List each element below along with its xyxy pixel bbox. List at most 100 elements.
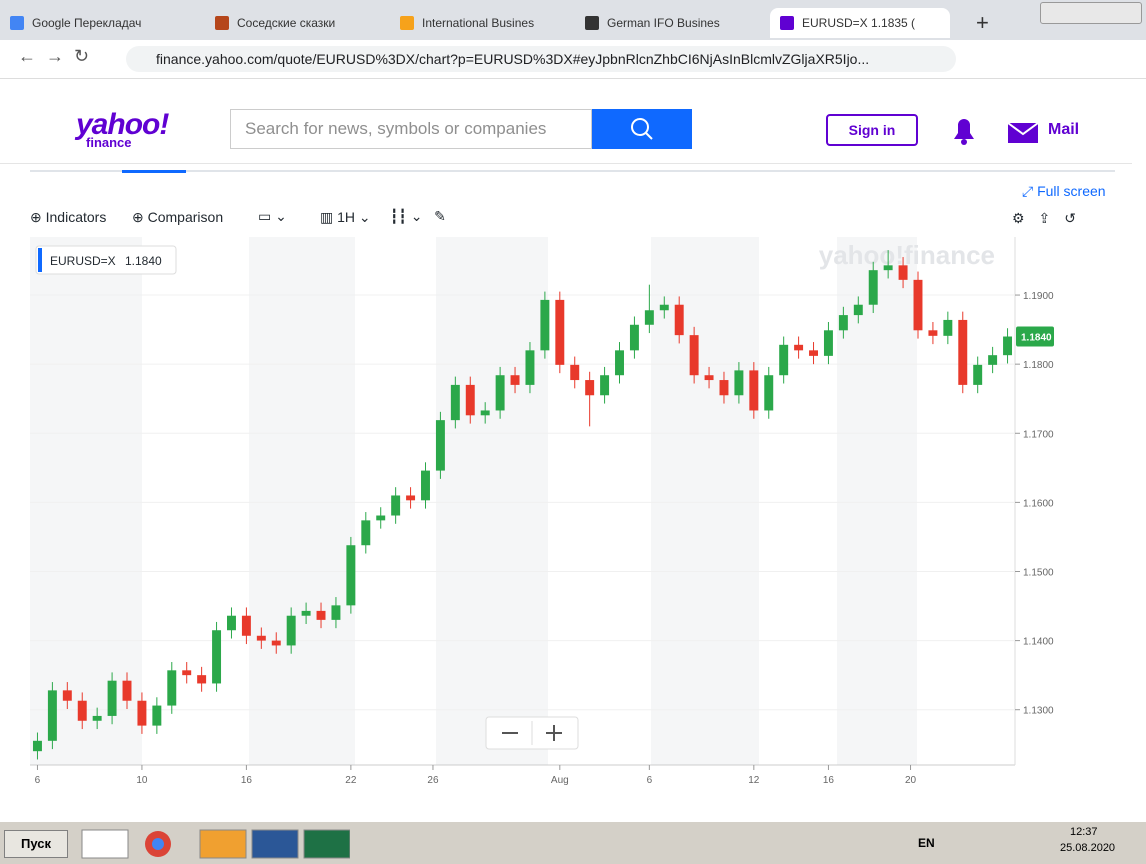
candle-body <box>823 330 833 356</box>
language[interactable]: EN <box>918 836 935 850</box>
mail-link[interactable]: Mail <box>1048 121 1080 138</box>
candle-body <box>122 680 132 701</box>
candle-body <box>898 265 908 280</box>
candle-body <box>958 319 968 385</box>
candle-body <box>480 410 490 416</box>
candle-body <box>1003 336 1013 356</box>
day-band <box>30 237 142 765</box>
candle-body <box>764 375 774 411</box>
x-tick-label: 6 <box>647 775 653 786</box>
url-field[interactable]: finance.yahoo.com/quote/EURUSD%3DX/chart… <box>126 46 956 72</box>
comparison-button[interactable]: ⊕ Comparison <box>132 209 224 225</box>
nav-buttons[interactable]: ← → ↻ <box>18 46 90 66</box>
window-controls[interactable] <box>1040 2 1142 24</box>
candle-body <box>689 335 699 376</box>
date-range[interactable]: ▭ ⌄ <box>258 208 287 224</box>
tab[interactable]: Google Перекладач <box>0 8 180 38</box>
y-tick-label: 1.1500 <box>1023 567 1054 578</box>
tab-underline <box>30 170 1115 173</box>
candle-body <box>794 344 804 351</box>
candle-body <box>644 310 654 325</box>
candle-body <box>629 324 639 351</box>
candle-body <box>495 375 505 411</box>
x-tick-label: 6 <box>35 775 41 786</box>
header-icons[interactable] <box>950 115 1040 147</box>
candle-body <box>540 299 550 351</box>
candle-body <box>585 380 595 396</box>
candle-body <box>674 304 684 336</box>
search-button[interactable] <box>592 109 692 149</box>
logo-sub: finance <box>86 135 132 150</box>
tab-title: Соседские сказки <box>237 16 336 30</box>
full-screen[interactable]: ⤢ Full screen <box>1022 183 1106 199</box>
tab[interactable]: EURUSD=X 1.1835 ( <box>770 8 950 38</box>
candle-body <box>988 355 998 365</box>
candle-body <box>973 364 983 385</box>
candle-body <box>659 304 669 311</box>
tab[interactable]: Соседские сказки <box>205 8 385 38</box>
tab[interactable]: International Busines <box>390 8 570 38</box>
watermark: yahoo!finance <box>819 240 995 270</box>
candle-body <box>331 605 341 620</box>
day-band <box>436 237 548 765</box>
x-tick-label: 10 <box>136 775 148 786</box>
symbol-price: 1.1840 <box>125 254 162 268</box>
tab-title: International Busines <box>422 16 535 30</box>
site-header <box>0 89 1132 164</box>
candle-body <box>734 370 744 396</box>
sign-in-button[interactable]: Sign in <box>826 114 918 146</box>
x-tick-label: 16 <box>823 775 835 786</box>
x-tick-label: 12 <box>748 775 760 786</box>
candle-body <box>465 384 475 416</box>
candle-body <box>167 670 177 706</box>
candle-body <box>421 470 430 501</box>
zoom-controls[interactable] <box>485 716 579 750</box>
candle-body <box>376 515 386 521</box>
candle-body <box>152 705 162 726</box>
comparison-label: Comparison <box>147 209 224 225</box>
last-price-label: 1.1840 <box>1021 333 1052 344</box>
candle-body <box>32 740 42 752</box>
candle-body <box>286 615 296 646</box>
candle-body <box>868 270 878 305</box>
clock-time: 12:37 <box>1070 826 1098 838</box>
candle-body <box>256 635 266 641</box>
tab-title: EURUSD=X 1.1835 ( <box>802 16 916 30</box>
candle-body <box>704 375 714 381</box>
day-band <box>249 237 355 765</box>
chart-type[interactable]: ┇┇ ⌄ ✎ <box>390 208 446 224</box>
logo[interactable]: yahoo! <box>76 108 169 141</box>
chart-actions[interactable]: ⚙⇪↺ <box>1012 210 1091 226</box>
start-button[interactable]: Пуск <box>4 830 68 858</box>
candle-body <box>212 630 222 684</box>
x-tick-label: 26 <box>427 775 439 786</box>
search-icon <box>631 118 653 140</box>
interval-button[interactable]: ▥ 1H ⌄ <box>320 209 371 225</box>
candle-body <box>271 640 281 646</box>
x-tick-label: 20 <box>905 775 917 786</box>
candle-body <box>241 615 251 636</box>
candle-body <box>719 380 729 396</box>
candle-body <box>92 715 102 721</box>
candle-body <box>62 690 72 701</box>
day-band <box>837 237 917 765</box>
tab[interactable]: German IFO Busines <box>575 8 755 38</box>
candle-body <box>450 384 460 421</box>
indicators-button[interactable]: ⊕ Indicators <box>30 209 107 225</box>
tab-strip: Google Перекладач Соседские сказки Inter… <box>0 0 1146 40</box>
candle-body <box>779 344 789 376</box>
new-tab[interactable]: + <box>976 10 989 35</box>
candle-body <box>838 315 848 331</box>
candle-body <box>615 350 624 376</box>
y-tick-label: 1.1600 <box>1023 498 1054 509</box>
candle-body <box>406 495 416 501</box>
taskbar-apps[interactable] <box>80 828 351 860</box>
chart: yahoo!finance EURUSD=X 1.1840 1.1900 1.18… <box>30 237 1054 786</box>
taskbar: Пуск EN 12:37 25.08.2020 <box>0 820 1146 864</box>
y-tick-label: 1.1900 <box>1023 291 1054 302</box>
interval-label: 1H <box>337 209 356 225</box>
candle-body <box>137 700 147 726</box>
candle-body <box>107 680 117 716</box>
search-box[interactable]: Search for news, symbols or companies <box>230 109 592 149</box>
